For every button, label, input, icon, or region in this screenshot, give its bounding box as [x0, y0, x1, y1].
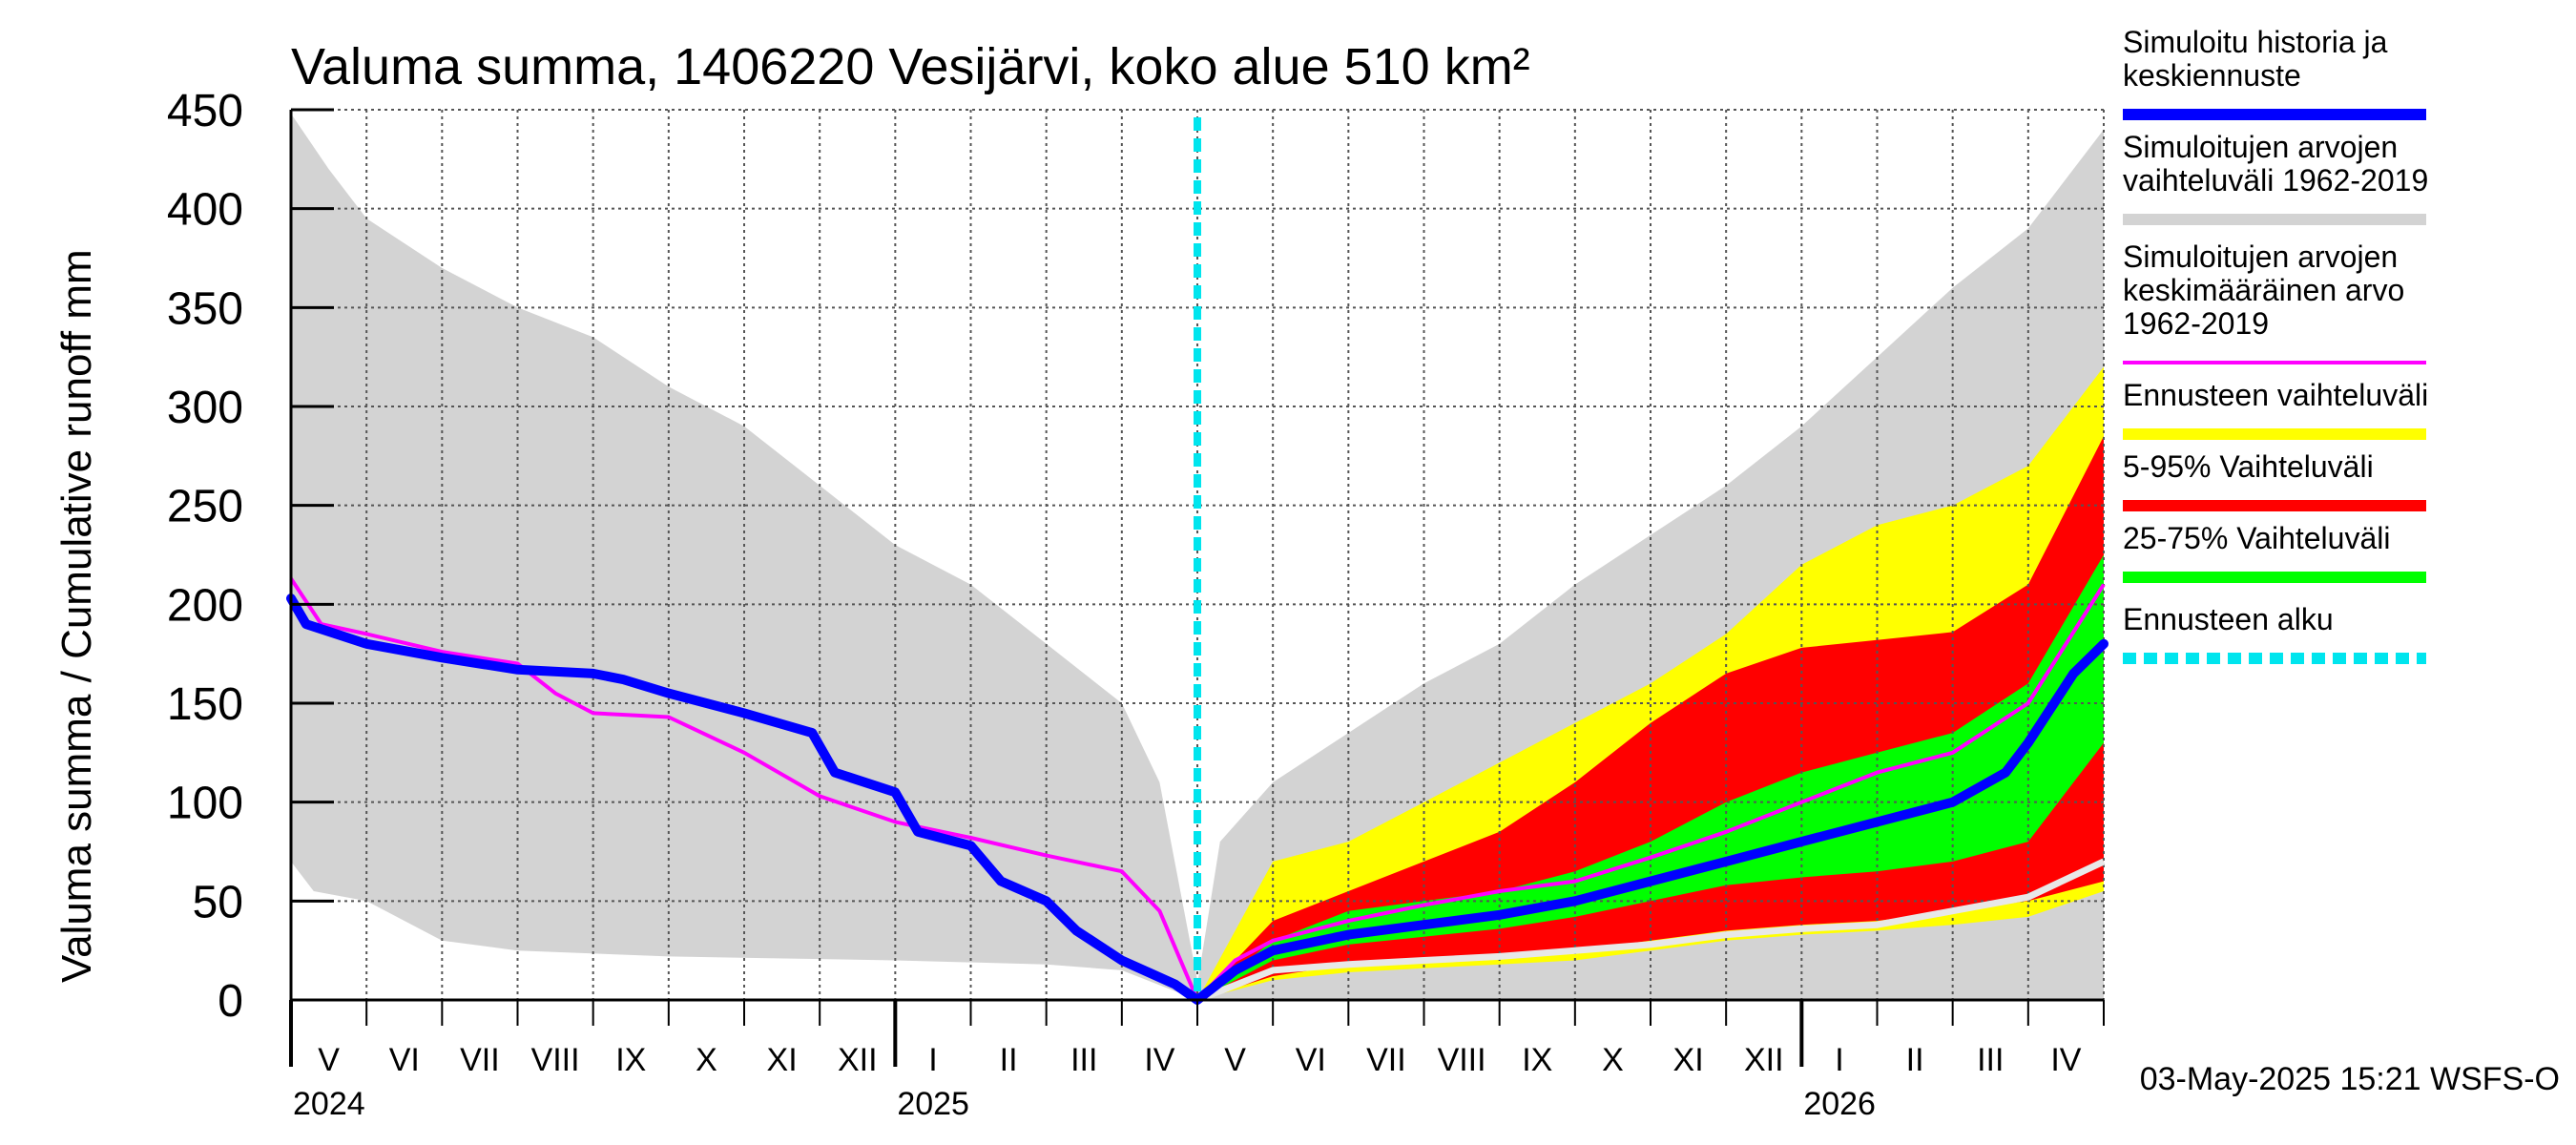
- legend-label: keskiennuste: [2123, 58, 2301, 93]
- band-25-75: [1197, 554, 2104, 1000]
- x-month-label: XI: [767, 1042, 798, 1078]
- legend-label: Simuloitu historia ja: [2123, 25, 2388, 59]
- x-month-label: XI: [1673, 1042, 1704, 1078]
- x-month-label: IX: [615, 1042, 646, 1078]
- x-month-label: V: [1224, 1042, 1246, 1078]
- x-month-label: V: [318, 1042, 340, 1078]
- x-month-label: II: [1000, 1042, 1018, 1078]
- y-tick-label: 250: [167, 482, 243, 532]
- x-month-label: X: [696, 1042, 717, 1078]
- y-tick-label: 50: [193, 877, 243, 927]
- legend-label: 5-95% Vaihteluväli: [2123, 449, 2374, 484]
- y-tick-label: 350: [167, 283, 243, 334]
- x-month-label: I: [1835, 1042, 1843, 1078]
- series-line-white: [1195, 858, 2106, 1004]
- x-month-label: XII: [1744, 1042, 1784, 1078]
- x-year-label: 2025: [897, 1086, 969, 1122]
- y-tick-label: 150: [167, 679, 243, 730]
- x-month-label: VI: [1296, 1042, 1326, 1078]
- y-tick-label: 450: [167, 86, 243, 136]
- x-month-label: III: [1977, 1042, 2004, 1078]
- legend-label: 25-75% Vaihteluväli: [2123, 521, 2390, 555]
- x-year-label: 2024: [293, 1086, 365, 1122]
- legend-label: Simuloitujen arvojen: [2123, 130, 2398, 164]
- legend-label: Ennusteen alku: [2123, 602, 2334, 636]
- legend-label: 1962-2019: [2123, 306, 2269, 341]
- legend-label: vaihteluväli 1962-2019: [2123, 163, 2428, 198]
- legend-label: keskimääräinen arvo: [2123, 273, 2404, 307]
- x-month-label: X: [1602, 1042, 1624, 1078]
- legend-label: Simuloitujen arvojen: [2123, 239, 2398, 274]
- x-month-label: IV: [2050, 1042, 2081, 1078]
- y-tick-label: 100: [167, 779, 243, 829]
- x-month-label: XII: [838, 1042, 878, 1078]
- series-line-mean: [289, 577, 2106, 1002]
- y-tick-label: 200: [167, 580, 243, 631]
- x-month-label: I: [928, 1042, 937, 1078]
- x-year-label: 2026: [1803, 1086, 1876, 1122]
- x-month-label: VIII: [1438, 1042, 1486, 1078]
- chart-title: Valuma summa, 1406220 Vesijärvi, koko al…: [291, 38, 1530, 95]
- y-tick-label: 400: [167, 185, 243, 236]
- x-month-label: VII: [460, 1042, 500, 1078]
- y-tick-label: 300: [167, 383, 243, 433]
- x-month-label: VIII: [531, 1042, 580, 1078]
- x-month-label: IX: [1522, 1042, 1552, 1078]
- x-month-label: VII: [1366, 1042, 1406, 1078]
- x-month-label: II: [1906, 1042, 1924, 1078]
- x-month-label: VI: [389, 1042, 420, 1078]
- y-tick-label: 0: [218, 976, 243, 1027]
- legend-label: Ennusteen vaihteluväli: [2123, 378, 2428, 412]
- line-layer: [286, 117, 2109, 1005]
- series-line-median: [286, 593, 2109, 1005]
- x-month-label: IV: [1144, 1042, 1174, 1078]
- timestamp: 03-May-2025 15:21 WSFS-O: [2140, 1061, 2560, 1097]
- x-month-label: III: [1070, 1042, 1097, 1078]
- y-axis-label: Valuma summa / Cumulative runoff mm: [53, 249, 100, 983]
